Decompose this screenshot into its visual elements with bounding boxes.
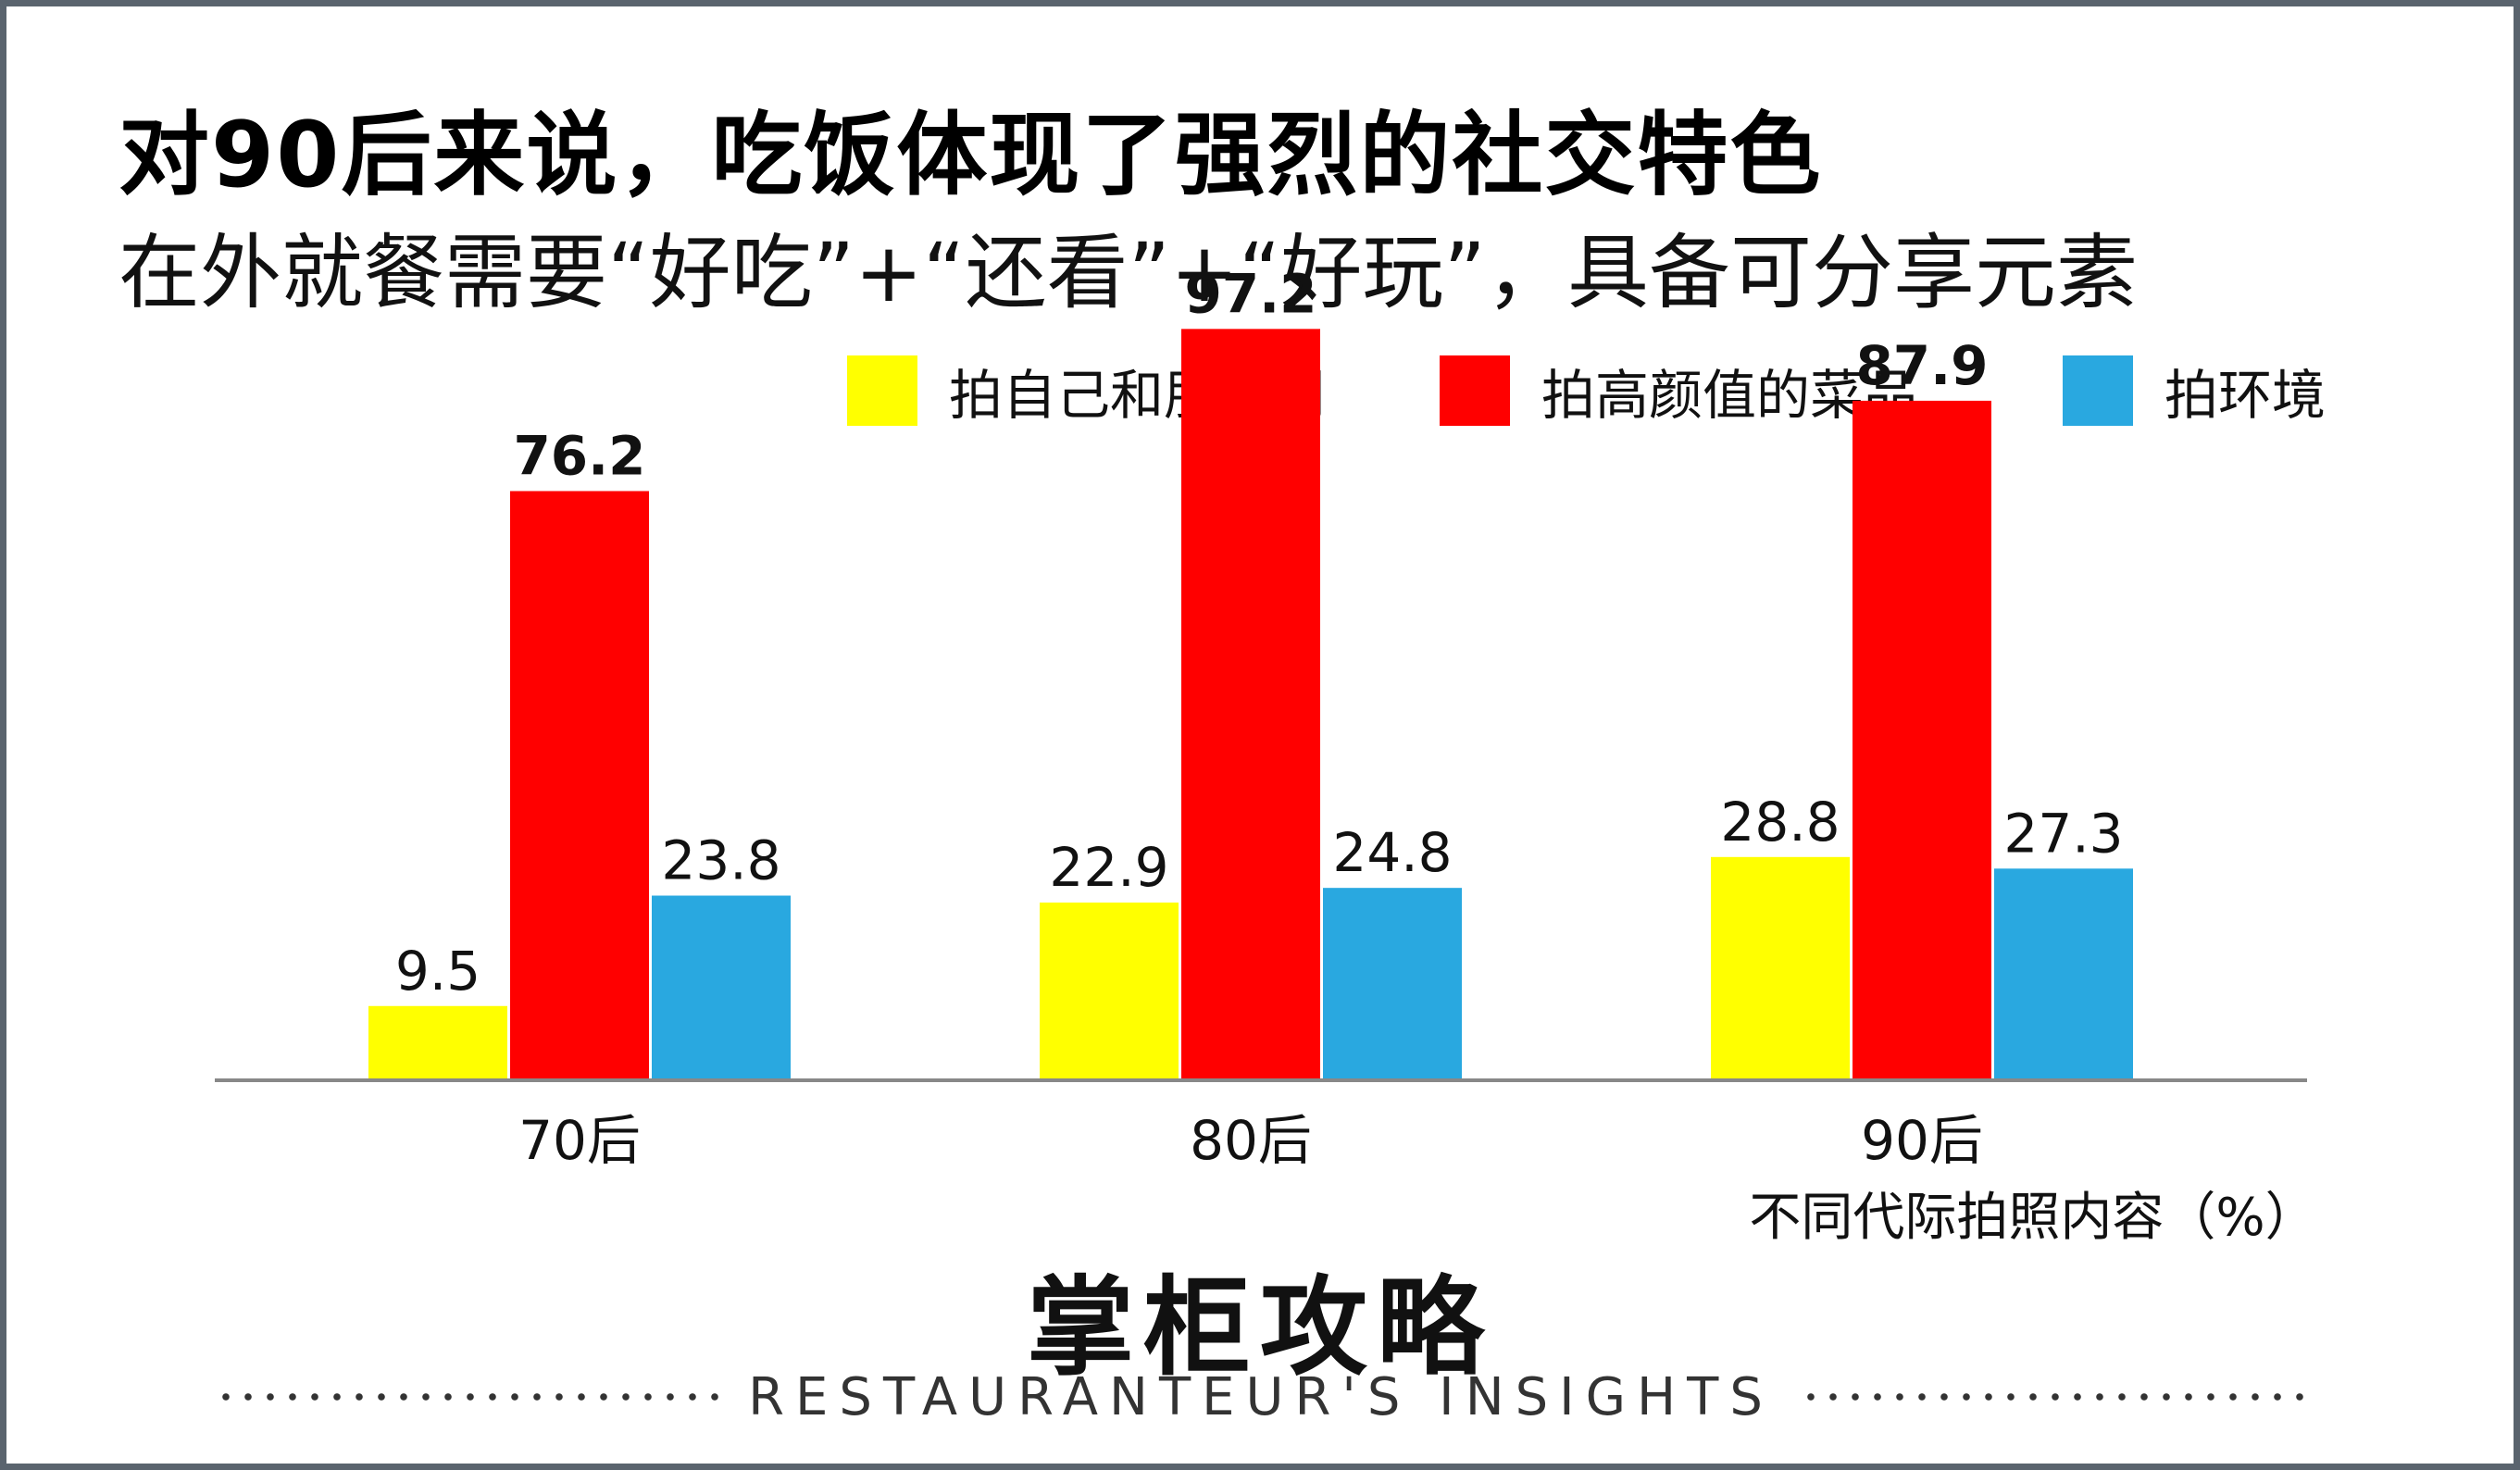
data-label: 28.8	[1720, 791, 1840, 853]
data-label: 27.3	[2003, 802, 2123, 865]
chart-subtitle: 在外就餐需要“好吃”+“还看”+“好玩”，具备可分享元素	[119, 225, 2139, 320]
tagline-row: RESTAURANTEUR'S INSIGHTS	[215, 1355, 2308, 1439]
data-label: 24.8	[1332, 821, 1452, 884]
legend-swatch-blue	[2063, 355, 2133, 426]
data-label: 87.9	[1855, 334, 1988, 397]
bar	[1323, 888, 1462, 1079]
dotted-rule-left	[215, 1392, 723, 1401]
data-label: 76.2	[513, 424, 645, 487]
bar	[1711, 856, 1850, 1079]
legend-item-series-3: 拍环境	[2063, 354, 2326, 428]
chart-title: 对90后来说，吃饭体现了强烈的社交特色	[119, 103, 1823, 208]
dotted-rule-right	[1799, 1392, 2308, 1401]
data-label: 23.8	[661, 829, 780, 892]
legend-label: 拍环境	[2164, 364, 2327, 427]
bar	[1040, 903, 1179, 1079]
bar	[510, 491, 649, 1079]
brand-logo-text: 掌柜攻略	[1027, 1265, 1493, 1390]
x-tick-label: 80后	[1190, 1109, 1312, 1172]
tagline: RESTAURANTEUR'S INSIGHTS	[748, 1366, 1774, 1427]
x-tick-label: 90后	[1861, 1109, 1983, 1172]
data-label: 22.9	[1049, 836, 1168, 899]
data-label: 97.2	[1184, 262, 1316, 325]
legend-swatch-red	[1440, 355, 1510, 426]
bar	[652, 895, 791, 1079]
legend-swatch-yellow	[847, 355, 917, 426]
x-axis-title: 不同代际拍照内容（%）	[1749, 1188, 2316, 1248]
x-tick-label: 70后	[518, 1109, 641, 1172]
bar	[1853, 400, 1991, 1079]
data-label: 9.5	[395, 940, 480, 1003]
legend-item-series-2: 拍高颜值的菜品	[1440, 354, 1917, 428]
bar	[368, 1005, 507, 1079]
bar	[1181, 329, 1320, 1079]
bar	[1994, 868, 2133, 1079]
